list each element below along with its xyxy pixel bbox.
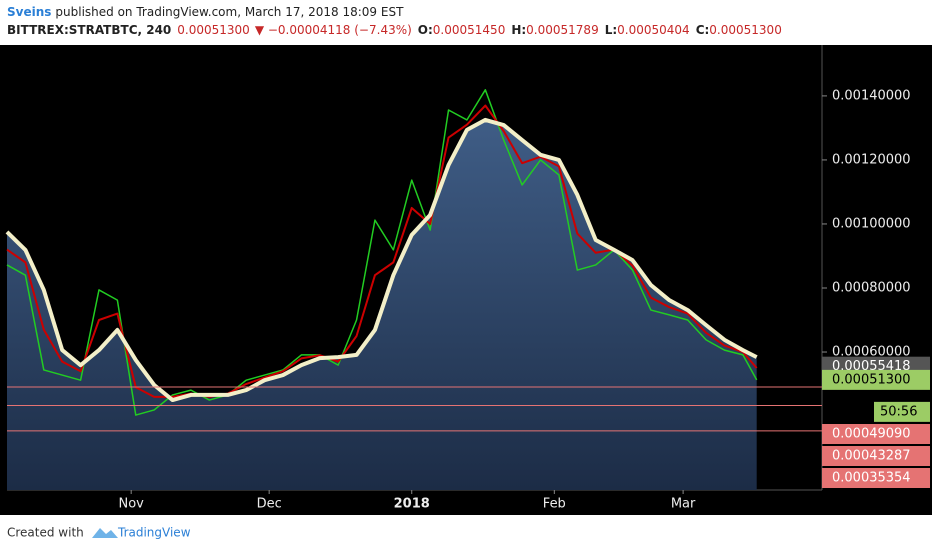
ohlc-value: 0.00051300: [709, 23, 782, 37]
x-tick-label: 2018: [394, 497, 430, 512]
header-line: Sveins published on TradingView.com, Marc…: [7, 5, 404, 19]
series-line: [6, 89, 758, 416]
series-line: [5, 117, 758, 403]
y-tick-label: 0.00120000: [832, 152, 911, 167]
footer-brand[interactable]: TradingView: [117, 526, 191, 540]
price-label: 0.00043287: [832, 449, 911, 464]
price-label: 0.00051300: [832, 372, 911, 387]
logo: [92, 528, 118, 538]
y-tick-label: 0.00080000: [832, 280, 911, 295]
ohlc-value: 0.00050404: [617, 23, 690, 37]
x-tick-label: Nov: [118, 497, 144, 512]
last: 0.00051300: [177, 23, 250, 37]
author: Sveins: [7, 5, 51, 19]
price-label-box: [822, 424, 930, 444]
ohlc-value: 0.00051789: [526, 23, 599, 37]
ohlc: O:0.00051450 H:0.00051789 L:0.00050404 C:0.…: [418, 23, 782, 37]
price-label: 0.00035354: [832, 471, 911, 486]
ohlc-key: C:: [696, 23, 710, 37]
series-line: [6, 104, 758, 398]
change: ▼ −0.00004118 (−7.43%): [255, 23, 412, 37]
ohlc-key: H:: [511, 23, 526, 37]
published: published on TradingView.com, March 17, …: [55, 5, 404, 19]
countdown-box: [874, 401, 930, 422]
x-tick-label: Feb: [543, 497, 566, 512]
symbol: BITTREX:STRATBTC, 240: [7, 23, 171, 37]
y-tick-label: 0.00060000: [832, 345, 911, 360]
price-label: 0.00049090: [832, 427, 911, 442]
countdown: 50:56: [880, 404, 917, 419]
price-label-box: [822, 369, 930, 390]
header-line: BITTREX:STRATBTC, 240 0.00051300 ▼ −0.0000…: [7, 23, 782, 37]
price-label-box: [822, 446, 930, 466]
price-label-box: [822, 468, 930, 488]
x-tick-label: Dec: [257, 497, 282, 512]
ohlc-key: L:: [605, 23, 617, 37]
area: [7, 119, 757, 490]
y-tick-label: 0.00140000: [832, 88, 911, 103]
x-tick-label: Mar: [671, 497, 696, 512]
y-tick-label: 0.00100000: [832, 216, 911, 231]
ohlc-key: O:: [418, 23, 433, 37]
footer-created: Created with: [7, 526, 84, 540]
ohlc-value: 0.00051450: [433, 23, 506, 37]
